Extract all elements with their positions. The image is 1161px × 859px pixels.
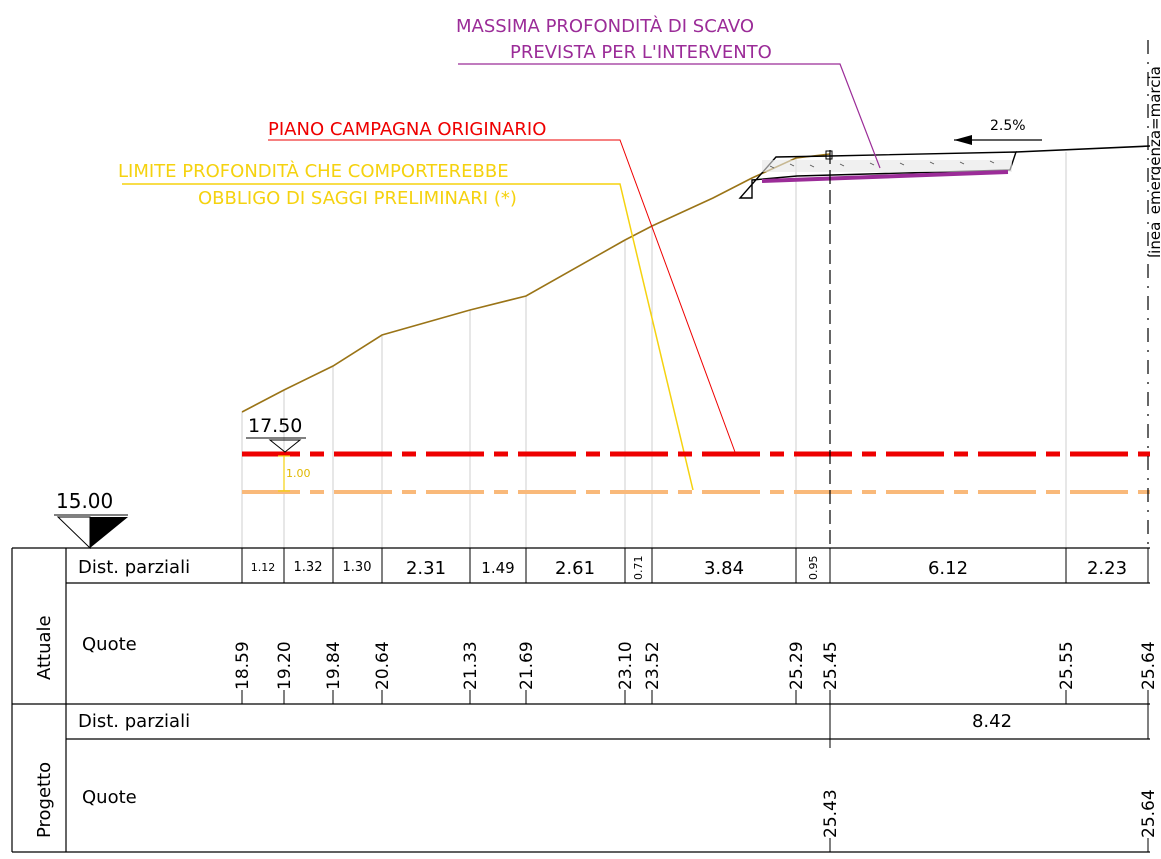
quote-cell: 25.45 <box>821 641 841 690</box>
quote-cell: 21.69 <box>517 641 537 690</box>
dist-cell: 1.12 <box>251 561 276 574</box>
section-label-progetto: Progetto <box>34 762 55 838</box>
progetto-dist-label: Dist. parziali <box>78 711 190 732</box>
quote-cell: 25.55 <box>1057 641 1077 690</box>
offset-value: 1.00 <box>286 467 311 480</box>
quote-cell: 21.33 <box>461 641 481 690</box>
max-excavation-line <box>761 170 1009 183</box>
quote-cell: 25.64 <box>1139 641 1159 690</box>
progetto-quote-values: 25.43 25.64 <box>821 789 1159 838</box>
offset-dimension: 1.00 <box>278 455 311 492</box>
limit-depth-title-1: LIMITE PROFONDITÀ CHE COMPORTEREBBE <box>118 160 509 182</box>
road-embankment <box>738 145 1151 199</box>
max-excavation-title-2: PREVISTA PER L'INTERVENTO <box>510 42 772 63</box>
quote-cell: 25.43 <box>821 789 841 838</box>
profile-table <box>11 547 1150 853</box>
attuale-quote-values: 18.59 19.20 19.84 20.64 21.33 21.69 23.1… <box>233 641 1159 690</box>
quote-cell: 19.84 <box>324 641 344 690</box>
level-marker-1750: 17.50 <box>246 415 306 453</box>
attuale-dist-label: Dist. parziali <box>78 557 190 578</box>
attuale-dist-values: 1.12 1.32 1.30 2.31 1.49 2.61 0.71 3.84 … <box>251 556 1127 581</box>
quote-cell: 25.29 <box>787 641 807 690</box>
attuale-dist-separators <box>241 548 1149 583</box>
limit-depth-title-2: OBBLIGO DI SAGGI PRELIMINARI (*) <box>198 188 517 209</box>
dist-cell: 1.30 <box>343 560 372 575</box>
svg-text:17.50: 17.50 <box>248 415 302 437</box>
limit-depth-leader <box>122 183 694 491</box>
ground-profile-line <box>241 153 831 413</box>
attuale-quote-label: Quote <box>82 634 137 655</box>
progetto-separators <box>829 704 1149 852</box>
datum-value: 15.00 <box>56 489 113 513</box>
dist-cell: 1.32 <box>294 560 323 575</box>
station-grid-lines <box>241 152 1067 548</box>
dist-cell: 2.23 <box>1087 558 1127 579</box>
dist-cell: 3.84 <box>704 558 744 579</box>
dist-cell: 2.61 <box>555 558 595 579</box>
dist-cell: 1.49 <box>481 559 514 577</box>
dist-cell: 0.71 <box>632 556 645 581</box>
max-excavation-leader <box>458 63 881 169</box>
datum-marker: 15.00 <box>54 489 128 550</box>
original-ground-title: PIANO CAMPAGNA ORIGINARIO <box>268 119 546 140</box>
section-label-attuale: Attuale <box>34 615 55 680</box>
quote-cell: 25.64 <box>1139 789 1159 838</box>
slope-indicator: 2.5% <box>954 118 1042 145</box>
quote-cell: 23.10 <box>616 641 636 690</box>
max-excavation-title-1: MASSIMA PROFONDITÀ DI SCAVO <box>456 15 754 37</box>
slope-value: 2.5% <box>990 118 1026 134</box>
quote-cell: 19.20 <box>275 641 295 690</box>
quote-cell: 20.64 <box>373 641 393 690</box>
quote-cell: 18.59 <box>233 641 253 690</box>
lane-label: linea_emergenza=marcia <box>1146 66 1161 258</box>
dist-cell: 2.31 <box>406 558 446 579</box>
attuale-quote-ticks <box>241 690 1149 704</box>
dist-cell: 0.95 <box>807 556 820 581</box>
original-ground-leader <box>268 139 736 453</box>
quote-cell: 23.52 <box>643 641 663 690</box>
progetto-quote-label: Quote <box>82 787 137 808</box>
progetto-dist-cell: 8.42 <box>972 711 1012 732</box>
dist-cell: 6.12 <box>928 558 968 579</box>
